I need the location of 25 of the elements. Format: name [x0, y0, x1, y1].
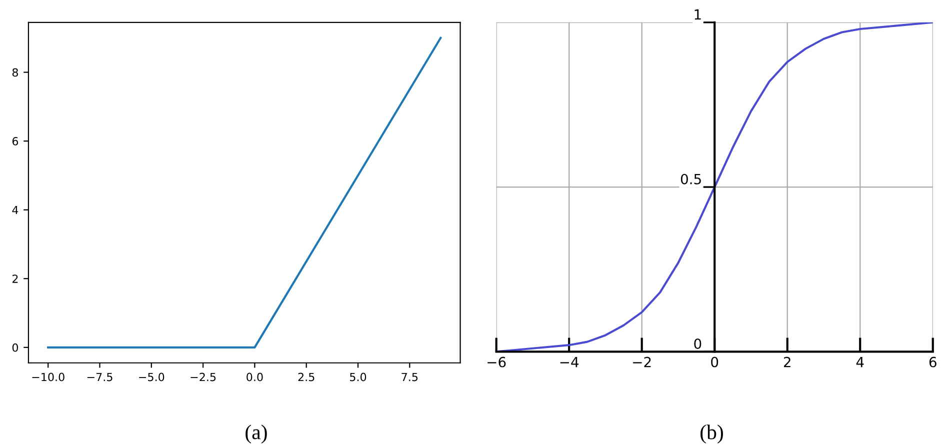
x-tick-label: 7.5 [402, 372, 418, 382]
text: (b) [700, 424, 723, 444]
y-tick-label: 4 [12, 206, 18, 214]
x-tick-label: −6 [488, 356, 506, 368]
x-tick-label: 0 [711, 356, 718, 368]
y-tick-label: 0 [694, 338, 702, 349]
x-tick-label: −7.5 [87, 372, 112, 382]
text: (a) [246, 424, 267, 444]
x-tick-label: −5.0 [139, 372, 164, 382]
y-tick-label: 0.5 [680, 174, 701, 184]
x-tick-label: 6 [929, 356, 936, 368]
x-tick-label: 2.5 [298, 372, 314, 382]
y-tick-label: 8 [12, 68, 18, 77]
y-tick-label: 0 [12, 343, 18, 352]
y-tick-label: 2 [12, 274, 18, 283]
x-tick-label: 4 [856, 356, 864, 368]
x-tick-label: −4 [560, 356, 579, 368]
y-tick-label: 1 [694, 9, 701, 20]
y-tick-label: 6 [12, 137, 18, 146]
x-tick-label: −2.5 [190, 372, 216, 382]
x-tick-label: 5.0 [350, 372, 366, 382]
x-tick-label: 2 [784, 356, 790, 368]
x-tick-label: −10.0 [32, 372, 64, 382]
x-tick-label: 0.0 [246, 372, 263, 382]
x-tick-label: −2 [633, 356, 651, 368]
